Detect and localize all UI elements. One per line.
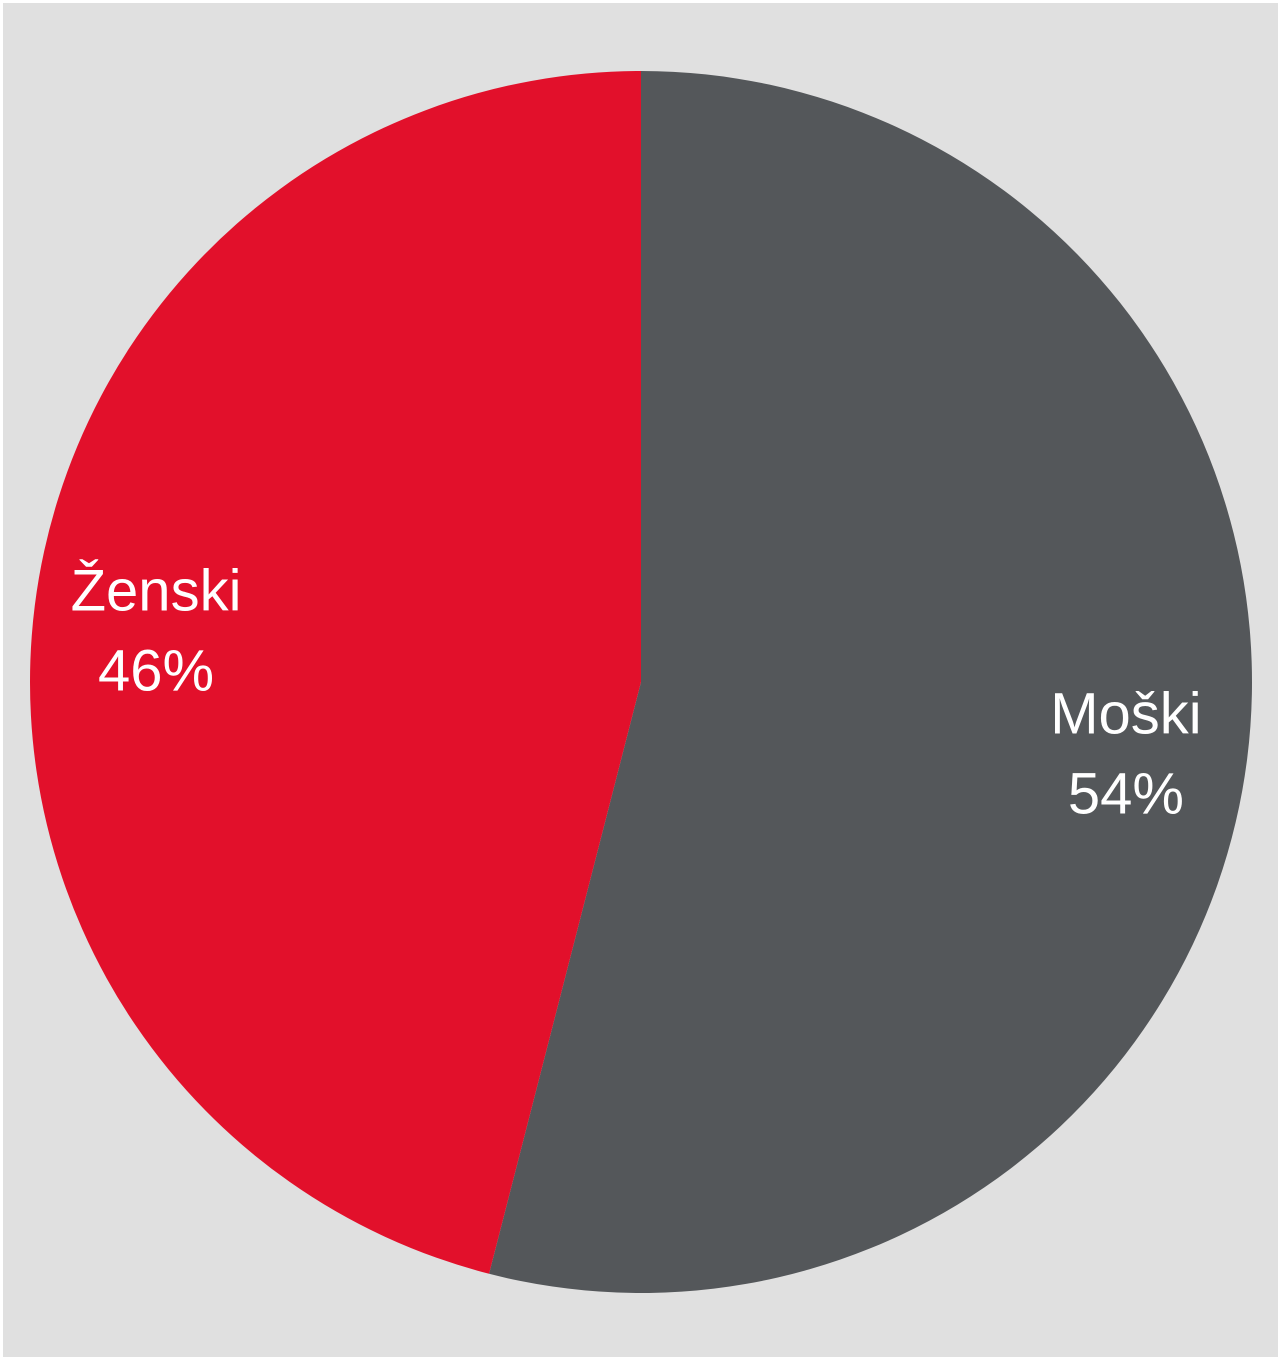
slice-category-label: Moški	[1050, 681, 1201, 746]
slices-layer	[29, 71, 1252, 1293]
slice-percent-label: 54%	[1068, 761, 1184, 826]
pie-slice-2	[29, 71, 642, 1274]
labels-layer: Moški 54% Ženski 46%	[71, 559, 1202, 827]
pie-slice-1	[489, 71, 1252, 1293]
slice-category-label: Ženski	[71, 559, 242, 624]
slice-percent-label: 46%	[98, 639, 214, 704]
